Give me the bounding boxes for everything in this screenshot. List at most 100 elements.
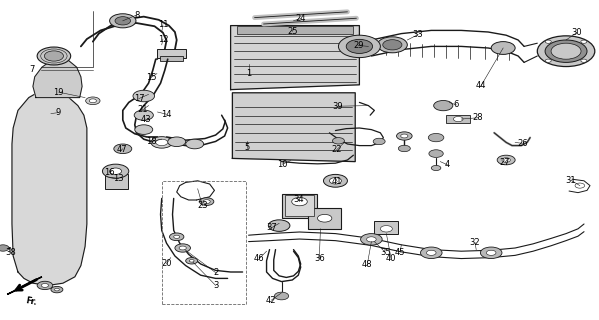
Bar [105,174,128,189]
Text: 47: 47 [116,145,127,154]
Text: 35: 35 [380,248,391,257]
Text: 21: 21 [137,105,148,114]
Circle shape [89,99,96,103]
Text: 26: 26 [517,139,528,148]
Text: 15: 15 [146,73,156,82]
Text: 38: 38 [5,248,16,257]
Circle shape [179,246,186,250]
Circle shape [429,150,443,157]
Bar [162,181,246,304]
Circle shape [55,288,59,291]
Polygon shape [12,91,87,285]
Circle shape [186,258,198,264]
Text: 10: 10 [277,160,288,169]
Text: 9: 9 [56,108,60,117]
Circle shape [134,110,153,120]
Polygon shape [231,26,359,90]
Circle shape [497,155,515,165]
Circle shape [434,100,453,111]
Circle shape [551,43,581,59]
Text: 8: 8 [134,11,139,20]
Text: 23: 23 [197,201,208,210]
Circle shape [545,40,551,43]
Circle shape [537,36,595,67]
Circle shape [133,90,155,102]
Circle shape [380,226,392,232]
Polygon shape [232,93,355,162]
Circle shape [453,116,463,122]
Text: 39: 39 [332,102,343,111]
Circle shape [41,284,49,287]
Text: 46: 46 [254,254,265,263]
Bar [157,49,186,58]
Text: 33: 33 [413,30,423,39]
Circle shape [545,59,551,62]
Text: 24: 24 [295,14,306,23]
Text: 42: 42 [266,296,277,305]
Circle shape [37,47,71,65]
Text: 37: 37 [266,223,277,232]
Text: 16: 16 [104,168,115,177]
Circle shape [383,40,402,50]
Circle shape [491,42,515,54]
Text: 14: 14 [161,110,172,119]
Circle shape [545,40,587,62]
Circle shape [268,220,290,231]
Bar [374,221,398,234]
Circle shape [420,247,442,259]
Circle shape [174,235,180,238]
Circle shape [317,214,332,222]
Circle shape [338,35,380,58]
Text: 27: 27 [500,158,510,167]
Text: 4: 4 [445,160,450,169]
Circle shape [575,183,585,188]
Circle shape [0,245,9,251]
Circle shape [329,178,341,184]
Circle shape [346,39,373,53]
Text: 41: 41 [332,177,343,186]
Circle shape [401,134,408,138]
Circle shape [397,132,412,140]
Circle shape [332,138,344,144]
Text: 36: 36 [314,254,325,263]
Circle shape [86,97,100,105]
Polygon shape [33,58,82,98]
Circle shape [398,145,410,152]
Circle shape [373,138,385,145]
Circle shape [51,286,63,293]
Text: 17: 17 [134,94,144,103]
Text: 1: 1 [246,69,251,78]
Text: 3: 3 [213,281,218,290]
Circle shape [292,197,307,206]
Text: 40: 40 [386,254,397,263]
Polygon shape [7,277,42,294]
Circle shape [361,234,382,245]
Circle shape [480,247,502,259]
Circle shape [186,139,204,149]
Text: 34: 34 [293,195,304,204]
Circle shape [115,17,131,25]
Circle shape [486,250,496,255]
Text: 48: 48 [362,260,373,269]
Text: 28: 28 [473,113,483,122]
Text: 18: 18 [146,137,156,146]
Bar [446,115,470,123]
Circle shape [428,133,444,142]
Text: 30: 30 [571,28,582,37]
Text: 44: 44 [476,81,486,90]
Text: 32: 32 [470,238,480,247]
Text: 43: 43 [140,115,151,124]
Circle shape [203,200,210,204]
Circle shape [168,137,186,147]
Circle shape [426,250,436,255]
Circle shape [114,144,132,154]
Circle shape [110,168,122,174]
Text: 22: 22 [331,145,342,154]
Text: 13: 13 [113,174,124,183]
Circle shape [431,165,441,171]
Text: 45: 45 [395,248,406,257]
Circle shape [274,292,289,300]
Bar [237,26,353,34]
Circle shape [151,137,173,148]
Circle shape [37,281,53,290]
